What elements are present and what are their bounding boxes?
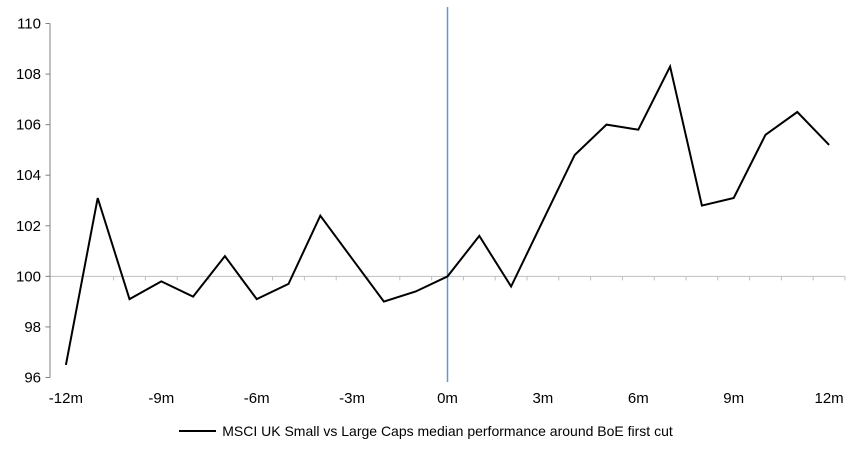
x-tick-label: 3m [532,390,553,407]
y-tick-label: 96 [24,370,41,387]
x-tick-label: 12m [815,390,844,407]
x-tick-label: -12m [49,390,83,407]
legend-label: MSCI UK Small vs Large Caps median perfo… [222,423,673,439]
x-tick-label: 6m [628,390,649,407]
legend-line-swatch [179,430,217,432]
y-tick-label: 106 [16,117,41,134]
y-tick-label: 102 [16,218,41,235]
y-tick-label: 98 [24,319,41,336]
line-chart-canvas: 96 98 100 102 104 106 108 110 -12m -9m -6m -3m 0m 3m 6… [16,7,846,407]
data-line [64,63,830,366]
y-tick-label: 104 [16,167,41,184]
x-tick-label: -3m [339,390,365,407]
x-tick-label: -6m [244,390,270,407]
y-tick-label: 108 [16,66,41,83]
y-tick-label: 100 [16,268,41,285]
x-tick-label: -9m [148,390,174,407]
chart-legend: MSCI UK Small vs Large Caps median perfo… [0,416,852,446]
y-tick-label: 110 [17,16,41,33]
x-tick-label: 0m [437,390,458,407]
x-tick-label: 9m [723,390,744,407]
